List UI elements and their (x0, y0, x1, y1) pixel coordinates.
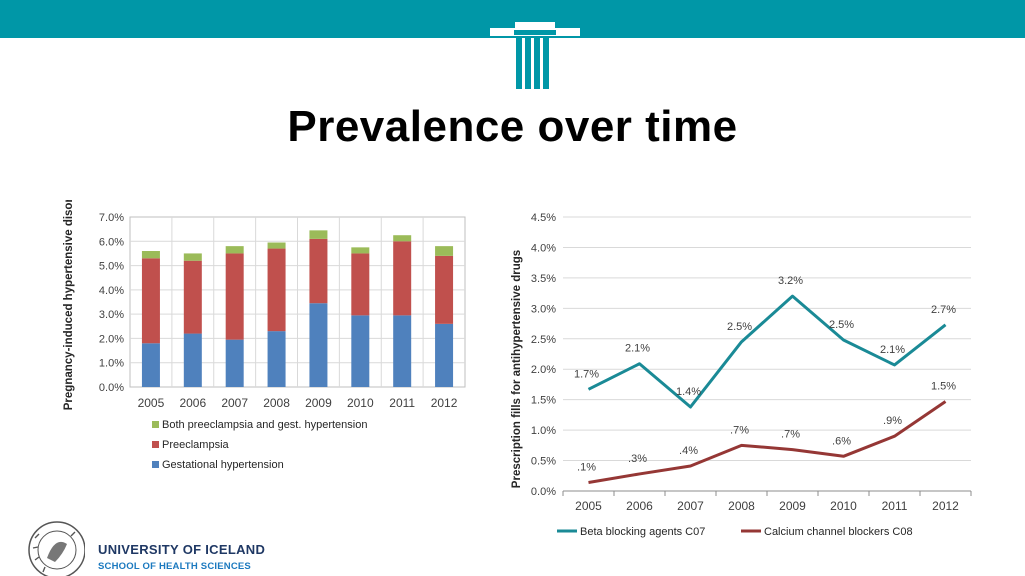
bar-segment-both-preeclampsia-and-gest-hypertension (141, 251, 160, 259)
bar-segment-preeclampsia (183, 260, 202, 334)
bar-segment-preeclampsia (351, 253, 370, 316)
data-label: .9% (883, 415, 902, 427)
y-tick-label: 3.0% (531, 303, 556, 315)
bar-segment-gestational-hypertension (309, 303, 328, 387)
bar-segment-gestational-hypertension (435, 323, 454, 387)
y-tick-label: 4.0% (531, 242, 556, 254)
y-axis-label: Prescription fills for antihypertensive … (511, 250, 523, 488)
data-label: .3% (628, 453, 647, 465)
data-label: 3.2% (778, 275, 803, 287)
logo-columns-icon (490, 22, 580, 89)
bar-chart: 0.0% 1.0% 2.0% 3.0% 4.0% 5.0% 6.0% 7.0% 2005 2006… (63, 200, 466, 471)
y-tick-label: 4.0% (99, 285, 124, 297)
x-tick-label: 2011 (389, 396, 415, 410)
bar-segment-gestational-hypertension (267, 331, 286, 387)
university-name: UNIVERSITY OF ICELAND (98, 542, 266, 557)
y-tick-label: 1.5% (531, 395, 556, 407)
x-tick-label: 2012 (431, 396, 458, 410)
data-label: 2.1% (625, 343, 650, 355)
data-label: 2.5% (829, 319, 854, 331)
bar-segment-preeclampsia (309, 238, 328, 304)
y-tick-label: 0.5% (531, 456, 556, 468)
data-label: 1.4% (676, 386, 701, 398)
data-label: 2.7% (931, 304, 956, 316)
bar-segment-gestational-hypertension (141, 343, 160, 387)
y-axis-label: Pregnancy-induced hypertensive disorders (63, 200, 75, 410)
y-tick-label: 2.5% (531, 334, 556, 346)
legend-swatch (152, 441, 159, 448)
legend-swatch (152, 421, 159, 428)
line-chart: 0.0% 0.5% 1.0% 1.5% 2.0% 2.5% 3.0% 3.5% 4.0% 4.5%… (511, 212, 972, 538)
page-title: Prevalence over time (287, 102, 738, 151)
data-label: .7% (730, 424, 749, 436)
bar-segment-both-preeclampsia-and-gest-hypertension (225, 246, 244, 254)
legend-label: Beta blocking agents C07 (580, 526, 705, 538)
data-label: .1% (577, 461, 596, 473)
bar-segment-preeclampsia (267, 248, 286, 332)
bar-segment-preeclampsia (141, 258, 160, 344)
y-tick-label: 7.0% (99, 212, 124, 224)
y-tick-label: 4.5% (531, 212, 556, 224)
y-tick-label: 1.0% (531, 425, 556, 437)
legend-label: Both preeclampsia and gest. hypertension (162, 419, 367, 431)
y-tick-label: 2.0% (99, 333, 124, 345)
legend-swatch (152, 461, 159, 468)
y-tick-label: 0.0% (531, 486, 556, 498)
data-label: 1.5% (931, 380, 956, 392)
bar-segment-both-preeclampsia-and-gest-hypertension (393, 235, 412, 242)
bar-segment-gestational-hypertension (225, 339, 244, 387)
y-tick-label: 5.0% (99, 261, 124, 273)
bar-segment-both-preeclampsia-and-gest-hypertension (351, 247, 370, 254)
series-line-beta-blocking (587, 294, 947, 409)
y-tick-label: 6.0% (99, 236, 124, 248)
x-tick-label: 2010 (347, 396, 374, 410)
bar-segment-gestational-hypertension (351, 315, 370, 387)
x-tick-label: 2012 (932, 499, 959, 513)
data-label: .7% (781, 429, 800, 441)
bar-segment-both-preeclampsia-and-gest-hypertension (435, 246, 454, 256)
data-label: 2.1% (880, 344, 905, 356)
x-tick-label: 2007 (677, 499, 704, 513)
x-tick-label: 2005 (138, 396, 165, 410)
university-seal-icon (28, 521, 85, 576)
series-line-calcium-channel (588, 400, 947, 484)
x-tick-label: 2006 (179, 396, 206, 410)
y-tick-label: 1.0% (99, 358, 124, 370)
school-name: SCHOOL OF HEALTH SCIENCES (98, 561, 251, 572)
legend-label: Preeclampsia (162, 439, 230, 451)
legend-label: Gestational hypertension (162, 459, 284, 471)
x-tick-label: 2009 (779, 499, 806, 513)
x-tick-label: 2009 (305, 396, 332, 410)
data-label: .4% (679, 445, 698, 457)
x-tick-label: 2006 (626, 499, 653, 513)
y-tick-label: 0.0% (99, 382, 124, 394)
x-tick-label: 2005 (575, 499, 602, 513)
bar-segment-preeclampsia (225, 253, 244, 340)
x-tick-label: 2010 (830, 499, 857, 513)
x-tick-label: 2011 (882, 499, 908, 513)
bar-segment-preeclampsia (393, 241, 412, 316)
legend-label: Calcium channel blockers C08 (764, 526, 913, 538)
y-tick-label: 3.0% (99, 309, 124, 321)
data-label: .6% (832, 435, 851, 447)
data-label: 2.5% (727, 321, 752, 333)
data-label: 1.7% (574, 368, 599, 380)
x-tick-label: 2008 (728, 499, 755, 513)
y-tick-label: 3.5% (531, 273, 556, 285)
y-axis-label-line1: Pregnancy-induced hypertensive disorders (63, 200, 75, 410)
bar-segment-both-preeclampsia-and-gest-hypertension (267, 242, 286, 249)
bar-segment-both-preeclampsia-and-gest-hypertension (309, 230, 328, 239)
bar-segment-preeclampsia (435, 255, 454, 324)
x-tick-label: 2007 (221, 396, 248, 410)
bar-segment-gestational-hypertension (183, 333, 202, 387)
bar-segment-gestational-hypertension (393, 315, 412, 387)
y-tick-label: 2.0% (531, 364, 556, 376)
x-tick-label: 2008 (263, 396, 290, 410)
bar-segment-both-preeclampsia-and-gest-hypertension (183, 253, 202, 261)
